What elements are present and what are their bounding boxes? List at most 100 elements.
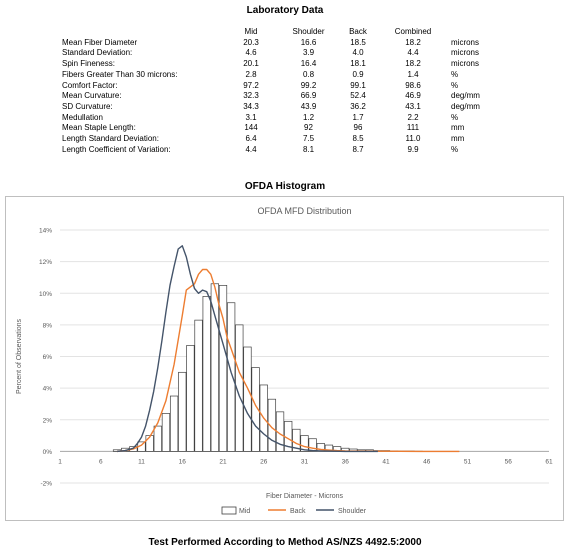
lab-row-label: Mean Curvature: bbox=[62, 91, 122, 101]
lab-row-unit: microns bbox=[451, 59, 480, 69]
histogram-bar-mid bbox=[218, 284, 228, 452]
lab-row-unit: mm bbox=[451, 134, 465, 144]
lab-cell-combined: 4.4 bbox=[407, 48, 419, 58]
lab-row: Mean Staple Length: 144 92 96 111 mm bbox=[62, 123, 491, 134]
histogram-bar-mid bbox=[267, 398, 277, 452]
lab-cell-combined: 2.2 bbox=[407, 112, 419, 122]
legend-label-mid: Mid bbox=[239, 508, 250, 515]
lab-cell-back: 8.5 bbox=[352, 134, 364, 144]
y-tick-label: 12% bbox=[39, 259, 52, 266]
histogram-bar-mid bbox=[161, 413, 171, 452]
lab-cell-mid: 32.3 bbox=[243, 91, 259, 101]
lab-row-unit: % bbox=[451, 80, 459, 90]
lab-row: Standard Deviation: 4.6 3.9 4.0 4.4 microns bbox=[62, 48, 491, 59]
lab-cell-back: 18.1 bbox=[350, 59, 366, 69]
x-tick-label: 26 bbox=[260, 458, 268, 465]
lab-cell-back: 0.9 bbox=[352, 69, 364, 79]
lab-row-unit: deg/mm bbox=[451, 101, 480, 111]
footer-note: Test Performed According to Method AS/NZ… bbox=[148, 537, 422, 548]
x-tick-label: 51 bbox=[464, 458, 472, 465]
lab-row-label: Fibers Greater Than 30 microns: bbox=[62, 69, 178, 79]
lab-cell-shoulder: 8.1 bbox=[302, 144, 315, 154]
lab-cell-shoulder: 7.5 bbox=[302, 134, 315, 144]
histogram-svg: OFDA MFD Distribution -2% 0% 2% 4% 6% 8% 10% 12%… bbox=[16, 206, 553, 515]
y-tick-label: 10% bbox=[39, 291, 52, 298]
lab-row-unit: % bbox=[451, 69, 459, 79]
histogram-bar-mid bbox=[202, 296, 211, 452]
lab-cell-combined: 43.1 bbox=[405, 101, 421, 111]
histogram-bar-mid bbox=[227, 302, 236, 452]
lab-cell-combined: 18.2 bbox=[405, 59, 421, 69]
lab-cell-combined: 98.6 bbox=[405, 80, 421, 90]
lab-cell-shoulder: 3.9 bbox=[302, 48, 315, 58]
lab-data-table: Mid Shoulder Back Combined Mean Fiber Di… bbox=[62, 27, 491, 155]
y-tick-label: 0% bbox=[43, 449, 53, 456]
series-line-shoulder bbox=[117, 245, 378, 453]
histogram-bar-mid bbox=[300, 435, 309, 452]
y-axis-label: Percent of Observations bbox=[16, 318, 23, 394]
lab-row: Mean Fiber Diameter 20.3 16.6 18.5 18.2 micro… bbox=[62, 38, 491, 49]
lab-cell-shoulder: 99.2 bbox=[300, 80, 317, 90]
histogram-bar-mid bbox=[243, 346, 252, 452]
lab-table-body: Mean Fiber Diameter 20.3 16.6 18.5 18.2 micro… bbox=[62, 38, 491, 156]
lab-cell-combined: 46.9 bbox=[405, 91, 421, 101]
lab-row: Fibers Greater Than 30 microns: 2.8 0.8 0.9… bbox=[62, 70, 491, 81]
lab-cell-shoulder: 92 bbox=[304, 123, 313, 133]
lab-cell-back: 36.2 bbox=[350, 101, 366, 111]
lab-row: Spin Fineness: 20.1 16.4 18.1 18.2 microns bbox=[62, 59, 491, 70]
lab-cell-mid: 6.4 bbox=[245, 134, 257, 144]
lab-cell-mid: 97.2 bbox=[243, 80, 259, 90]
x-tick-label: 31 bbox=[301, 458, 309, 465]
histogram-bar-mid bbox=[153, 425, 162, 452]
lab-header-row: Mid Shoulder Back Combined bbox=[62, 27, 491, 38]
lab-cell-mid: 20.3 bbox=[243, 37, 259, 47]
col-header-shoulder: Shoulder bbox=[292, 27, 325, 36]
lab-row-label: Comfort Factor: bbox=[62, 80, 118, 90]
x-tick-label: 16 bbox=[179, 458, 187, 465]
y-tick-label: 8% bbox=[43, 322, 53, 329]
lab-cell-mid: 4.6 bbox=[245, 48, 257, 58]
lab-row-label: Standard Deviation: bbox=[62, 48, 133, 58]
y-tick-label: 14% bbox=[39, 228, 52, 235]
legend-label-shoulder: Shoulder bbox=[338, 508, 367, 515]
lab-cell-back: 18.5 bbox=[350, 37, 366, 47]
x-tick-label: 61 bbox=[545, 458, 553, 465]
y-tick-label: -2% bbox=[40, 481, 52, 488]
lab-cell-shoulder: 16.4 bbox=[300, 59, 317, 69]
lab-row-unit: deg/mm bbox=[451, 91, 480, 101]
lab-cell-back: 99.1 bbox=[350, 80, 366, 90]
col-header-back: Back bbox=[349, 27, 367, 36]
histogram-bar-mid bbox=[292, 428, 301, 452]
y-tick-label: 2% bbox=[43, 417, 53, 424]
lab-row: SD Curvature: 34.3 43.9 36.2 43.1 deg/mm bbox=[62, 102, 491, 113]
x-tick-label: 56 bbox=[505, 458, 513, 465]
lab-cell-shoulder: 43.9 bbox=[300, 101, 317, 111]
lab-row: Mean Curvature: 32.3 66.9 52.4 46.9 deg/mm bbox=[62, 91, 491, 102]
lab-row-unit: microns bbox=[451, 37, 480, 47]
x-axis-label: Fiber Diameter - Microns bbox=[266, 493, 344, 500]
lab-cell-shoulder: 1.2 bbox=[302, 112, 315, 122]
lab-row-label: SD Curvature: bbox=[62, 101, 113, 111]
lab-row-unit: % bbox=[451, 112, 459, 122]
lab-row-label: Length Coefficient of Variation: bbox=[62, 144, 171, 154]
lab-row-unit: % bbox=[451, 144, 459, 154]
x-tick-label: 6 bbox=[99, 458, 103, 465]
x-tick-label: 21 bbox=[219, 458, 227, 465]
legend-label-back: Back bbox=[290, 508, 306, 515]
lab-cell-mid: 2.8 bbox=[245, 69, 257, 79]
series-line-back bbox=[117, 268, 460, 453]
lab-cell-shoulder: 66.9 bbox=[300, 91, 317, 101]
histogram-bar-mid bbox=[178, 371, 187, 452]
lab-row: Length Standard Deviation: 6.4 7.5 8.5 11.0 m… bbox=[62, 134, 491, 145]
lab-cell-mid: 20.1 bbox=[243, 59, 259, 69]
lab-row: Length Coefficient of Variation: 4.4 8.1 8.… bbox=[62, 145, 491, 156]
x-tick-label: 1 bbox=[58, 458, 62, 465]
y-tick-label: 6% bbox=[43, 354, 53, 361]
lab-cell-mid: 34.3 bbox=[243, 101, 259, 111]
lab-row-label: Spin Fineness: bbox=[62, 59, 115, 69]
lab-row-label: Length Standard Deviation: bbox=[62, 134, 159, 144]
histogram-bar-mid bbox=[210, 283, 219, 452]
lab-cell-shoulder: 0.8 bbox=[302, 69, 315, 79]
lab-row-unit: mm bbox=[451, 123, 465, 133]
lab-cell-mid: 3.1 bbox=[245, 112, 257, 122]
